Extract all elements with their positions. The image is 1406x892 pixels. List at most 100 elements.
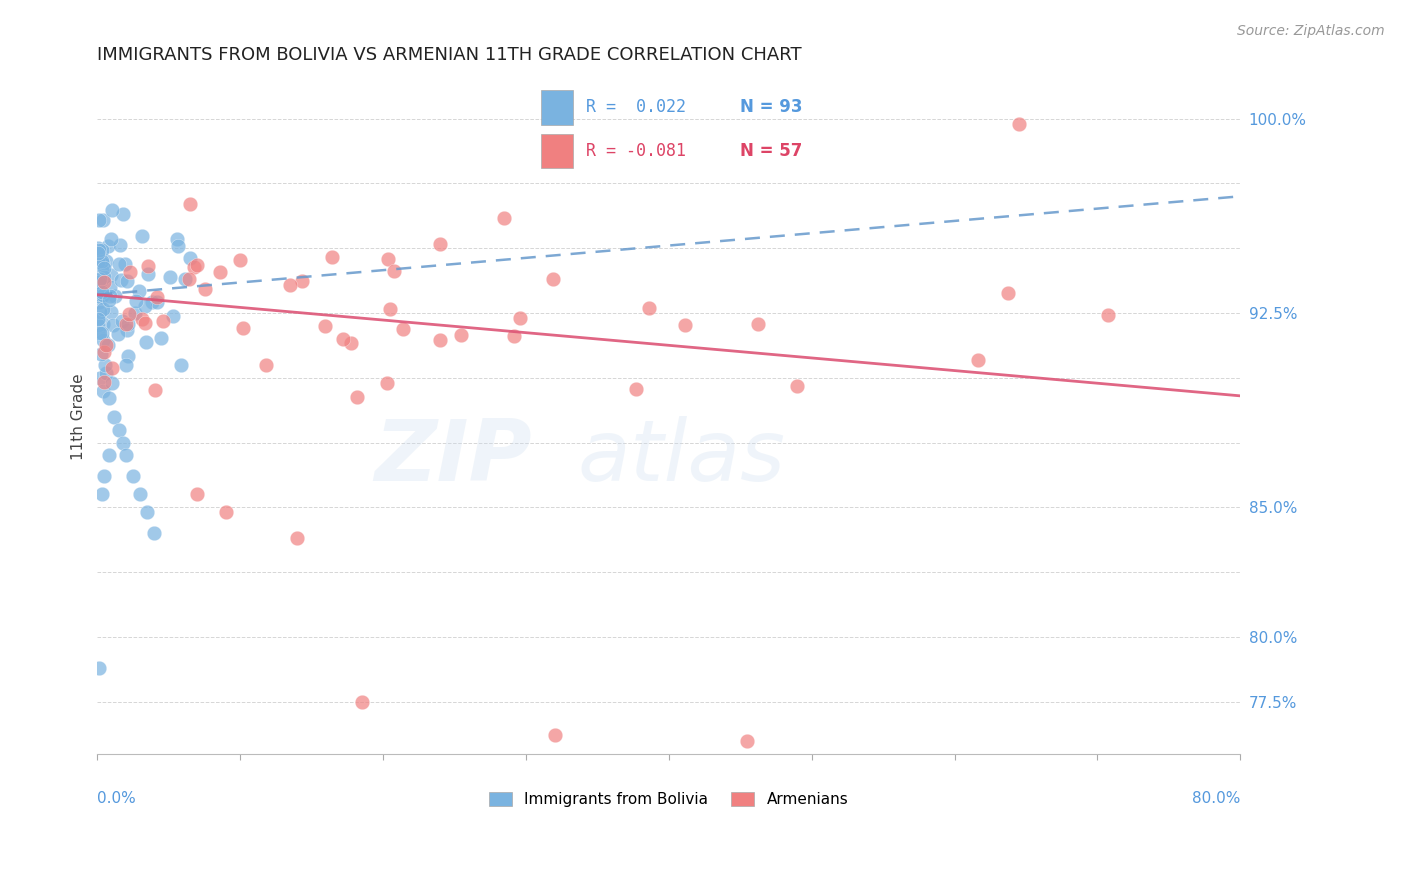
Point (117, 317, 139, 331)
Point (232, 320, 254, 334)
Point (91, 318, 114, 332)
Point (145, 295, 167, 310)
Point (194, 282, 217, 296)
Point (103, 409, 125, 424)
Point (100, 203, 122, 218)
Text: 0.0%: 0.0% (97, 790, 136, 805)
Point (100, 232, 122, 246)
Point (131, 229, 153, 244)
Point (134, 299, 156, 313)
Point (97, 449, 120, 463)
Point (278, 278, 301, 293)
Point (391, 322, 413, 336)
Point (112, 207, 135, 221)
Point (97, 338, 120, 352)
Point (183, 260, 205, 274)
Point (87, 241, 110, 255)
Point (97, 392, 120, 406)
Point (87, 326, 110, 340)
Point (93, 256, 115, 270)
Point (1008, 117, 1031, 131)
Point (94, 338, 117, 352)
Point (997, 286, 1019, 301)
Point (737, 733, 759, 747)
Point (179, 271, 201, 285)
Point (136, 260, 159, 274)
Point (117, 349, 139, 363)
Point (112, 435, 135, 450)
Point (377, 252, 399, 266)
Point (93, 275, 115, 289)
Point (87, 244, 110, 258)
Point (429, 236, 451, 251)
Point (384, 263, 406, 277)
Point (543, 728, 565, 742)
Point (104, 288, 127, 302)
Point (90, 275, 112, 289)
Point (638, 301, 661, 315)
Point (90, 243, 112, 257)
Point (141, 294, 163, 309)
Point (94, 366, 117, 380)
Text: IMMIGRANTS FROM BOLIVIA VS ARMENIAN 11TH GRADE CORRELATION CHART: IMMIGRANTS FROM BOLIVIA VS ARMENIAN 11TH… (97, 46, 801, 64)
Point (122, 469, 145, 483)
Point (98, 289, 121, 303)
Point (380, 301, 402, 316)
Point (429, 333, 451, 347)
Point (340, 335, 363, 350)
Point (170, 358, 193, 372)
Point (786, 379, 808, 393)
Point (143, 526, 166, 541)
Point (321, 250, 343, 264)
Point (114, 257, 136, 271)
Point (97, 239, 120, 253)
Point (115, 449, 138, 463)
Point (101, 318, 124, 332)
Point (93, 261, 115, 276)
Point (509, 311, 531, 326)
Point (135, 334, 157, 349)
Legend: Immigrants from Bolivia, Armenians: Immigrants from Bolivia, Armenians (484, 786, 855, 814)
Point (136, 506, 159, 520)
Point (89, 271, 111, 285)
Point (87, 312, 110, 326)
Point (90, 487, 112, 501)
Point (350, 695, 373, 709)
Point (291, 274, 314, 288)
Point (149, 331, 172, 345)
Point (129, 487, 152, 501)
Y-axis label: 11th Grade: 11th Grade (72, 373, 86, 460)
Point (110, 273, 132, 287)
Point (115, 274, 138, 288)
Point (94, 358, 117, 372)
Point (89, 370, 111, 384)
Point (91, 301, 114, 316)
Point (91, 254, 114, 268)
Point (89, 295, 111, 310)
Point (541, 272, 564, 286)
Point (89, 326, 111, 341)
Point (107, 257, 129, 271)
Text: Source: ZipAtlas.com: Source: ZipAtlas.com (1237, 24, 1385, 38)
Point (228, 253, 250, 268)
Point (100, 268, 122, 282)
Point (100, 376, 122, 390)
Point (134, 316, 156, 330)
Point (107, 327, 129, 342)
Point (254, 358, 277, 372)
Point (93, 269, 115, 284)
Point (186, 258, 208, 272)
Point (166, 232, 188, 246)
Point (966, 353, 988, 368)
Point (90, 326, 112, 341)
Point (143, 383, 166, 397)
Point (89, 304, 111, 318)
Point (87, 272, 110, 286)
Point (146, 290, 169, 304)
Point (128, 285, 150, 299)
Point (91, 333, 114, 347)
Point (624, 382, 647, 396)
Point (108, 237, 131, 252)
Point (125, 293, 148, 308)
Point (93, 375, 115, 389)
